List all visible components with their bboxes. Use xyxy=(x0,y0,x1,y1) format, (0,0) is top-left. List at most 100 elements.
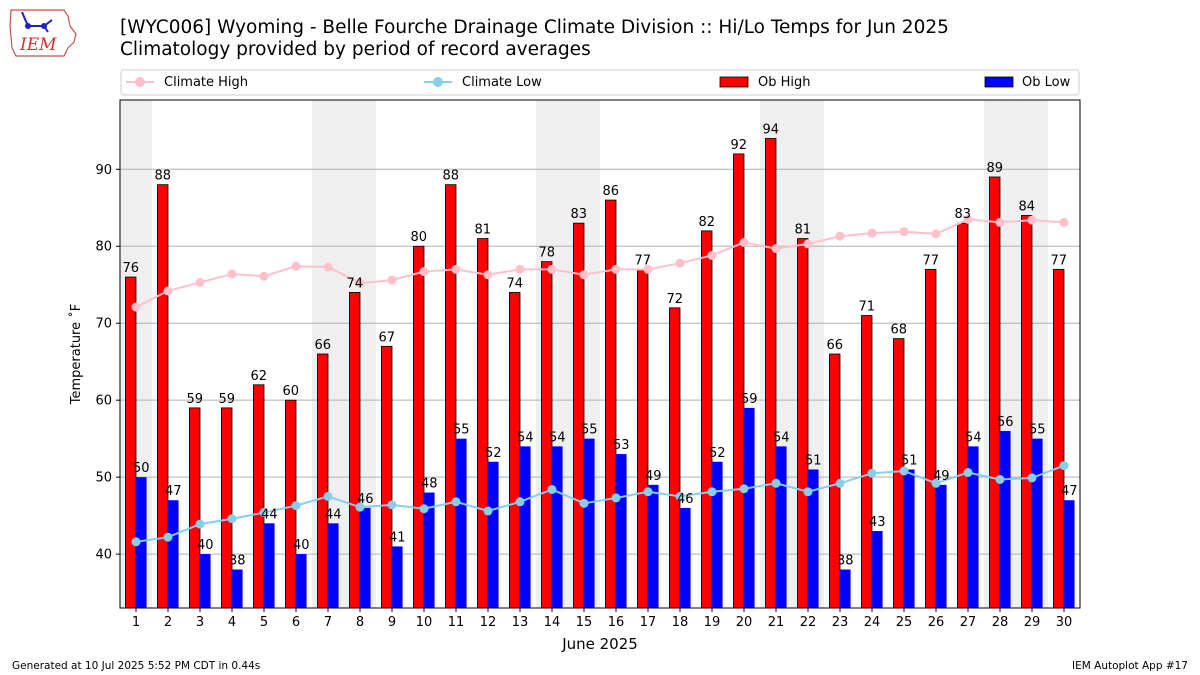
x-ticks: 1 2 3 4 5 6 7 8 9 10 11 12 13 14 15 16 17 18 19 20 21 22 23 24 2… xyxy=(132,608,1072,630)
x-tick-label-7: 7 xyxy=(324,615,332,630)
climate-high-point-day-4 xyxy=(227,269,237,279)
ob-high-bar-day-30 xyxy=(1053,268,1065,609)
legend-ob-low-swatch xyxy=(984,76,1014,88)
ob-low-bar-day-11 xyxy=(456,438,467,608)
ob-high-label-day-4: 59 xyxy=(218,392,235,407)
x-tick-label-3: 3 xyxy=(196,615,204,630)
ob-high-bar-day-29 xyxy=(1021,215,1033,609)
climate-low-point-day-16 xyxy=(611,493,621,503)
x-tick-label-9: 9 xyxy=(388,615,396,630)
ob-high-label-day-20: 92 xyxy=(730,138,747,153)
climate-low-point-day-13 xyxy=(515,497,525,507)
footer-generated: Generated at 10 Jul 2025 5:52 PM CDT in … xyxy=(12,660,261,672)
ob-high-label-day-15: 83 xyxy=(570,207,587,222)
legend-item-climate-low: Climate Low xyxy=(424,75,542,90)
x-tick-label-4: 4 xyxy=(228,615,236,630)
climate-high-point-day-9 xyxy=(387,275,397,285)
climate-high-point-day-3 xyxy=(195,277,205,287)
ob-high-bar-day-9 xyxy=(381,345,393,609)
ob-low-bar-day-14 xyxy=(552,446,563,608)
climate-low-point-day-25 xyxy=(899,466,909,476)
climate-low-point-day-29 xyxy=(1027,473,1037,483)
footer-app: IEM Autoplot App #17 xyxy=(1072,660,1188,672)
ob-high-bar-day-10 xyxy=(413,245,425,609)
climate-high-point-day-26 xyxy=(931,229,941,239)
climate-high-point-day-30 xyxy=(1059,217,1069,227)
ob-high-label-day-22: 81 xyxy=(794,223,811,238)
ob-low-label-day-6: 40 xyxy=(293,538,310,553)
x-tick-label-14: 14 xyxy=(544,615,561,630)
climate-low-point-day-5 xyxy=(259,508,269,518)
climate-low-point-day-4 xyxy=(227,514,237,524)
climate-high-point-day-10 xyxy=(419,267,429,277)
climate-low-point-day-9 xyxy=(387,500,397,510)
climate-high-line xyxy=(135,218,1065,308)
climate-low-point-day-28 xyxy=(995,474,1005,484)
ob-low-label-day-13: 54 xyxy=(517,430,534,445)
ob-high-bar-day-22 xyxy=(797,238,809,609)
x-tick-label-11: 11 xyxy=(448,615,465,630)
climate-high-point-day-7 xyxy=(323,262,333,272)
ob-low-label-day-9: 41 xyxy=(389,530,406,545)
climate-low-point-day-8 xyxy=(355,502,365,512)
climate-high-point-day-14 xyxy=(547,264,557,274)
y-tick-label-60: 60 xyxy=(95,394,112,409)
ob-low-bar-day-1 xyxy=(136,477,147,608)
legend-ob-high-label: Ob High xyxy=(758,75,811,90)
ob-low-label-day-30: 47 xyxy=(1061,484,1078,499)
climate-high-point-day-18 xyxy=(675,258,685,268)
ob-low-label-day-20: 59 xyxy=(741,392,758,407)
ob-high-label-day-5: 62 xyxy=(250,369,267,384)
legend-climate-high-label: Climate High xyxy=(164,75,248,90)
ob-high-label-day-9: 67 xyxy=(378,330,395,345)
ob-low-bar-day-2 xyxy=(168,500,179,608)
climate-low-point-day-7 xyxy=(323,491,333,501)
climate-low-point-day-12 xyxy=(483,506,493,516)
ob-low-label-day-16: 53 xyxy=(613,438,630,453)
ob-low-label-day-23: 38 xyxy=(837,554,854,569)
x-tick-label-27: 27 xyxy=(960,615,977,630)
ob-high-label-day-29: 84 xyxy=(1018,199,1035,214)
climate-low-point-day-23 xyxy=(835,478,845,488)
ob-low-label-day-3: 40 xyxy=(197,538,214,553)
x-tick-label-26: 26 xyxy=(928,615,945,630)
x-tick-label-16: 16 xyxy=(608,615,625,630)
legend-ob-high-swatch xyxy=(719,76,749,88)
ob-low-bar-day-16 xyxy=(616,454,627,608)
ob-low-label-day-8: 46 xyxy=(357,492,374,507)
ob-high-label-day-12: 81 xyxy=(474,223,491,238)
climate-high-point-day-11 xyxy=(451,264,461,274)
climate-high-point-day-23 xyxy=(835,231,845,241)
ob-high-label-day-26: 77 xyxy=(922,253,939,268)
climate-low-point-day-18 xyxy=(675,491,685,501)
ob-low-bar-day-6 xyxy=(296,554,307,608)
climate-high-point-day-8 xyxy=(355,278,365,288)
ob-low-label-day-18: 46 xyxy=(677,492,694,507)
ob-high-label-day-8: 74 xyxy=(346,276,363,291)
ob-high-label-day-14: 78 xyxy=(538,246,555,261)
legend-item-climate-high: Climate High xyxy=(126,75,248,90)
ob-low-bar-day-20 xyxy=(744,407,755,608)
ob-low-label-day-15: 55 xyxy=(581,423,598,438)
weekend-shading xyxy=(120,100,1048,608)
ob-high-bar-day-26 xyxy=(925,268,937,609)
ob-low-label-day-27: 54 xyxy=(965,430,982,445)
ob-low-bar-day-4 xyxy=(232,569,243,608)
ob-high-label-day-16: 86 xyxy=(602,184,619,199)
ob-high-label-day-2: 88 xyxy=(154,169,171,184)
ob-high-bar-day-17 xyxy=(637,268,649,609)
ob-high-bar-day-27 xyxy=(957,222,969,609)
ob-low-bar-day-12 xyxy=(488,461,499,608)
climate-low-point-day-22 xyxy=(803,487,813,497)
ob-high-label-day-19: 82 xyxy=(698,215,715,230)
ob-low-label-day-21: 54 xyxy=(773,430,790,445)
ob-low-label-day-4: 38 xyxy=(229,554,246,569)
ob-high-bar-day-24 xyxy=(861,315,873,609)
ob-low-bar-day-25 xyxy=(904,469,915,608)
ob-high-label-day-7: 66 xyxy=(314,338,331,353)
ob-high-label-day-10: 80 xyxy=(410,230,427,245)
climate-low-point-day-17 xyxy=(643,487,653,497)
ob-high-bar-day-18 xyxy=(669,307,681,609)
legend-item-ob-low: Ob Low xyxy=(984,75,1071,90)
ob-low-bar-day-7 xyxy=(328,523,339,608)
